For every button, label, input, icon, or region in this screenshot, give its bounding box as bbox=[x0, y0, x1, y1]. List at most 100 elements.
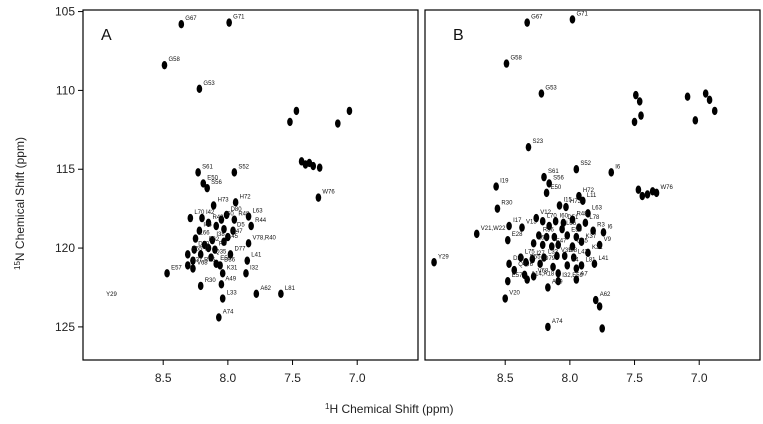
peak-point bbox=[232, 198, 239, 207]
peak-point bbox=[551, 232, 558, 242]
peak-point bbox=[631, 117, 638, 127]
peak-point bbox=[192, 234, 199, 243]
peak-label: L66 bbox=[566, 221, 577, 227]
peak-label: A74 bbox=[223, 309, 234, 315]
peak-point bbox=[576, 191, 582, 201]
peak-label: L41 bbox=[598, 256, 609, 262]
peak-label: I17 bbox=[513, 218, 522, 224]
peak-point bbox=[564, 231, 571, 240]
peak-label: L63 bbox=[253, 209, 264, 215]
peak-point bbox=[525, 142, 532, 152]
peak-label: D77 bbox=[234, 246, 246, 252]
peak-point bbox=[205, 218, 212, 228]
peak-point bbox=[711, 106, 718, 116]
peak-label: L33 bbox=[548, 250, 559, 256]
peak-point bbox=[196, 84, 203, 94]
peak-point bbox=[217, 261, 223, 270]
peak-label: G67 bbox=[531, 15, 543, 21]
peak-point bbox=[517, 253, 524, 262]
peak-label: S61 bbox=[548, 169, 559, 175]
peak-point bbox=[494, 204, 501, 213]
peak-label: L42 bbox=[578, 250, 589, 256]
peak-point bbox=[539, 217, 546, 226]
peak-label: E57 bbox=[171, 265, 182, 271]
x-tick-label: 7.5 bbox=[626, 371, 643, 385]
y-axis-title: 15N Chemical Shift (ppm) bbox=[13, 137, 27, 270]
peak-label: I15 bbox=[564, 197, 573, 203]
peak-point bbox=[569, 242, 576, 251]
peak-point bbox=[585, 209, 591, 218]
peak-label: L81 bbox=[586, 257, 597, 263]
peak-label: A62 bbox=[600, 292, 611, 298]
peak-label: D39 bbox=[513, 256, 525, 262]
peak-point bbox=[226, 18, 232, 27]
peak-point bbox=[524, 18, 530, 27]
peak-label: V78,R40 bbox=[253, 235, 277, 241]
peak-label: E59 bbox=[220, 256, 231, 262]
peak-label: L70 bbox=[194, 210, 205, 216]
peak-label: R48 bbox=[576, 212, 588, 218]
peak-point bbox=[578, 261, 585, 270]
peak-point bbox=[546, 179, 552, 188]
peak-point bbox=[524, 275, 530, 284]
peak-point bbox=[245, 212, 252, 221]
peak-point bbox=[204, 183, 210, 193]
peak-point bbox=[197, 250, 204, 259]
peak-label: E50 bbox=[551, 185, 562, 191]
peak-label: S52 bbox=[238, 164, 249, 170]
panel-a: A 105 110 115 120 125 8.5 8.0 7.5 7.0 G67 G71 G58… bbox=[55, 5, 419, 385]
peak-label: I32,E59 bbox=[562, 273, 583, 279]
peak-point bbox=[473, 229, 480, 239]
peak-point bbox=[692, 116, 699, 125]
peak-point bbox=[590, 226, 596, 235]
peak-point bbox=[231, 168, 238, 177]
peak-point bbox=[199, 213, 205, 223]
peak-point bbox=[599, 324, 606, 333]
peak-label: E47 bbox=[556, 238, 567, 244]
peak-label: E59 bbox=[571, 227, 582, 233]
peak-label: L33 bbox=[227, 291, 238, 297]
peak-label: S56 bbox=[553, 175, 564, 181]
peak-point bbox=[212, 245, 218, 254]
peak-label: H73 bbox=[218, 197, 230, 203]
peak-label: G53 bbox=[545, 86, 557, 92]
peak-point bbox=[184, 261, 191, 270]
peak-label: H72 bbox=[240, 194, 252, 200]
peak-label: E50 bbox=[207, 175, 218, 181]
peak-label: I38 bbox=[216, 232, 225, 238]
peak-point bbox=[243, 269, 249, 278]
peak-label: A74 bbox=[552, 319, 563, 325]
peak-label: Q4,I6 bbox=[518, 262, 533, 268]
peak-point bbox=[506, 259, 512, 269]
peak-label: V9 bbox=[604, 237, 612, 243]
peak-point bbox=[554, 251, 560, 261]
peak-label: R3 bbox=[219, 242, 227, 248]
peak-point bbox=[208, 253, 214, 262]
peak-point bbox=[653, 188, 660, 198]
peak-label: I32 bbox=[250, 265, 259, 271]
peak-point bbox=[576, 223, 582, 232]
peak-point bbox=[530, 272, 537, 281]
panel-a-x-ticks: 8.5 8.0 7.5 7.0 bbox=[155, 360, 366, 385]
peak-label: L78 bbox=[589, 215, 600, 221]
peak-point bbox=[639, 191, 646, 201]
peak-label: L68 bbox=[538, 235, 549, 241]
x-tick-label: 7.0 bbox=[691, 371, 708, 385]
peak-point bbox=[219, 294, 226, 303]
peak-point bbox=[190, 256, 196, 265]
peak-label: D79 bbox=[198, 242, 210, 248]
peak-point bbox=[315, 193, 322, 202]
peak-label: L63 bbox=[592, 205, 603, 211]
peak-point bbox=[563, 202, 569, 212]
peak-point bbox=[248, 221, 254, 231]
peak-point bbox=[555, 240, 562, 250]
peak-label: Y29 bbox=[438, 254, 449, 260]
peak-point bbox=[538, 89, 545, 98]
peak-label: G67 bbox=[185, 16, 197, 22]
peak-label: V35 bbox=[561, 248, 572, 254]
x-axis-title-text: H Chemical Shift (ppm) bbox=[329, 402, 453, 416]
peak-point bbox=[546, 221, 552, 231]
y-tick-label: 110 bbox=[56, 83, 75, 97]
peak-point bbox=[196, 226, 203, 235]
peak-point bbox=[504, 235, 511, 245]
